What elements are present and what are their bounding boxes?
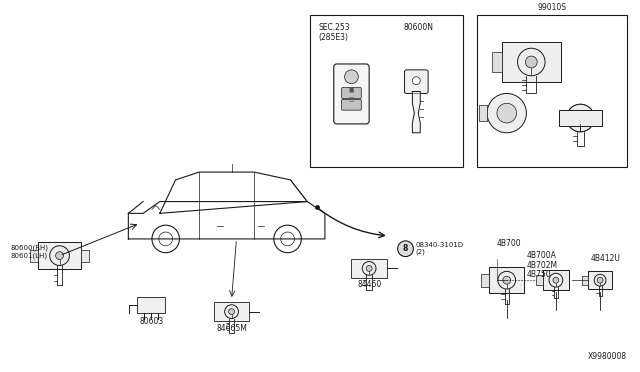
Text: 8: 8 bbox=[403, 244, 408, 253]
Circle shape bbox=[412, 77, 420, 84]
Bar bbox=[588, 271, 612, 289]
FancyBboxPatch shape bbox=[342, 87, 361, 98]
Bar bbox=[310, 15, 463, 167]
Text: 08340-3101D
(2): 08340-3101D (2) bbox=[415, 242, 463, 256]
Text: □: □ bbox=[349, 97, 354, 102]
Text: 4B412U: 4B412U bbox=[590, 254, 620, 263]
Circle shape bbox=[366, 266, 372, 271]
Circle shape bbox=[575, 112, 586, 124]
Circle shape bbox=[503, 276, 511, 284]
Text: 84665M: 84665M bbox=[217, 324, 248, 333]
Text: 80600(RH): 80600(RH) bbox=[10, 245, 49, 251]
Polygon shape bbox=[412, 92, 420, 133]
Circle shape bbox=[225, 305, 239, 318]
Circle shape bbox=[56, 252, 63, 260]
Circle shape bbox=[575, 112, 586, 124]
Circle shape bbox=[549, 273, 563, 287]
Circle shape bbox=[497, 103, 516, 123]
Circle shape bbox=[597, 277, 603, 283]
Text: 80601(LH): 80601(LH) bbox=[10, 253, 47, 259]
Bar bbox=[492, 52, 502, 72]
Bar bbox=[351, 259, 387, 278]
Circle shape bbox=[553, 277, 559, 283]
Circle shape bbox=[525, 56, 537, 68]
Circle shape bbox=[518, 48, 545, 76]
Bar bbox=[490, 267, 524, 293]
Circle shape bbox=[228, 309, 234, 315]
Circle shape bbox=[566, 104, 594, 132]
Circle shape bbox=[566, 104, 594, 132]
Bar bbox=[477, 15, 627, 167]
Text: SEC.253
(285E3): SEC.253 (285E3) bbox=[318, 23, 349, 42]
Circle shape bbox=[498, 271, 516, 289]
Bar bbox=[214, 302, 249, 321]
Text: 4B750: 4B750 bbox=[526, 270, 551, 279]
Bar bbox=[38, 242, 81, 269]
Bar bbox=[30, 250, 38, 262]
FancyBboxPatch shape bbox=[404, 70, 428, 93]
Text: 80603: 80603 bbox=[139, 317, 163, 326]
FancyBboxPatch shape bbox=[333, 64, 369, 124]
Circle shape bbox=[50, 246, 69, 266]
Bar bbox=[543, 270, 569, 290]
Text: 99010S: 99010S bbox=[538, 3, 566, 12]
Bar bbox=[502, 42, 561, 82]
Bar bbox=[582, 276, 588, 285]
Circle shape bbox=[362, 262, 376, 275]
Bar bbox=[137, 297, 164, 312]
Text: 84460: 84460 bbox=[357, 280, 381, 289]
Text: 4B700A: 4B700A bbox=[526, 251, 556, 260]
Text: ■: ■ bbox=[349, 87, 354, 92]
Text: 80600N: 80600N bbox=[404, 23, 433, 32]
Text: 4B702M: 4B702M bbox=[526, 260, 557, 270]
Circle shape bbox=[344, 70, 358, 84]
Circle shape bbox=[397, 241, 413, 257]
FancyBboxPatch shape bbox=[342, 99, 361, 110]
Circle shape bbox=[594, 274, 606, 286]
Bar bbox=[536, 275, 543, 285]
Bar bbox=[479, 105, 487, 121]
Bar bbox=[481, 274, 490, 287]
Bar bbox=[559, 110, 602, 126]
Text: 4B700: 4B700 bbox=[497, 239, 522, 248]
Bar bbox=[81, 250, 89, 262]
Circle shape bbox=[487, 93, 526, 133]
Text: X9980008: X9980008 bbox=[588, 352, 627, 361]
